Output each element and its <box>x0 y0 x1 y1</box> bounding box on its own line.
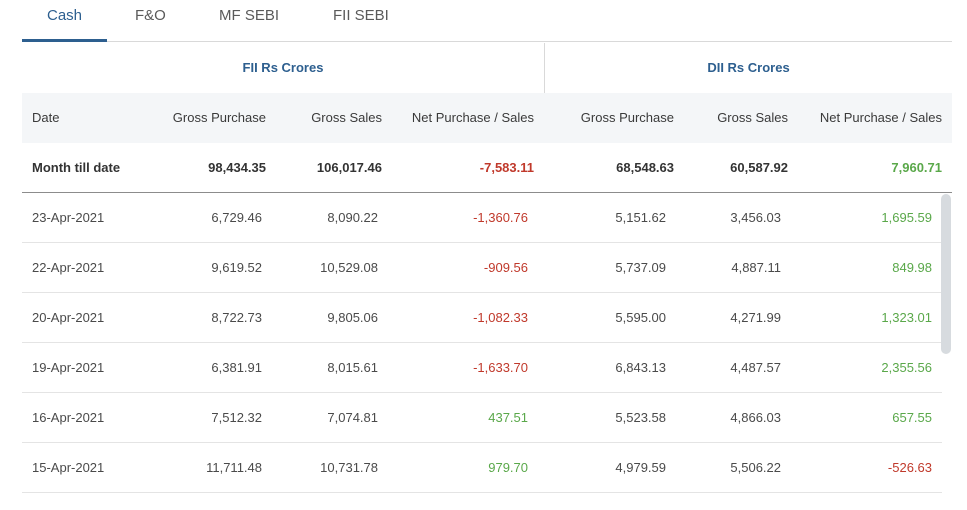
table-row: 20-Apr-2021 8,722.73 9,805.06 -1,082.33 … <box>22 293 942 343</box>
row-dii-net: 1,323.01 <box>881 310 932 325</box>
row-dii-gross-sales: 4,487.57 <box>730 360 781 375</box>
row-date: 19-Apr-2021 <box>32 360 105 375</box>
summary-dii-gross-purchase: 68,548.63 <box>616 160 674 175</box>
column-header-row: Date Gross Purchase Gross Sales Net Purc… <box>22 93 952 143</box>
row-dii-gross-sales: 4,866.03 <box>730 410 781 425</box>
col-fii-gross-sales[interactable]: Gross Sales <box>311 110 382 125</box>
row-dii-gross-purchase: 5,737.09 <box>615 260 666 275</box>
row-dii-gross-sales: 4,271.99 <box>730 310 781 325</box>
row-fii-net: -909.56 <box>483 260 528 275</box>
row-dii-gross-purchase: 5,595.00 <box>615 310 666 325</box>
summary-label: Month till date <box>32 160 121 175</box>
row-dii-net: 849.98 <box>892 260 932 275</box>
summary-fii-net: -7,583.11 <box>479 160 534 175</box>
summary-fii-gross-sales: 106,017.46 <box>316 160 382 175</box>
row-fii-gross-purchase: 11,711.48 <box>206 460 262 475</box>
table-row: 15-Apr-2021 11,711.48 10,731.78 979.70 4… <box>22 443 942 493</box>
row-fii-gross-purchase: 7,512.32 <box>211 410 262 425</box>
scrollbar-thumb[interactable] <box>941 194 951 354</box>
table-row: 22-Apr-2021 9,619.52 10,529.08 -909.56 5… <box>22 243 942 293</box>
row-dii-gross-sales: 3,456.03 <box>730 210 781 225</box>
table-row: 16-Apr-2021 7,512.32 7,074.81 437.51 5,5… <box>22 393 942 443</box>
col-dii-net[interactable]: Net Purchase / Sales <box>819 110 942 125</box>
col-dii-gross-sales[interactable]: Gross Sales <box>717 110 788 125</box>
table-row: 19-Apr-2021 6,381.91 8,015.61 -1,633.70 … <box>22 343 942 393</box>
row-fii-gross-sales: 8,090.22 <box>327 210 378 225</box>
month-till-date-row: Month till date 98,434.35 106,017.46 -7,… <box>22 143 952 193</box>
row-fii-net: -1,360.76 <box>473 210 528 225</box>
row-dii-gross-purchase: 5,523.58 <box>615 410 666 425</box>
row-fii-gross-sales: 10,529.08 <box>320 260 378 275</box>
row-fii-gross-sales: 9,805.06 <box>327 310 378 325</box>
tab-cash-label: Cash <box>47 7 83 24</box>
row-date: 22-Apr-2021 <box>32 260 105 275</box>
row-fii-gross-purchase: 6,381.91 <box>211 360 262 375</box>
row-dii-gross-purchase: 4,979.59 <box>615 460 666 475</box>
row-fii-gross-purchase: 8,722.73 <box>211 310 262 325</box>
table-scrollbar[interactable] <box>941 194 951 490</box>
row-fii-net: 437.51 <box>488 410 528 425</box>
row-date: 20-Apr-2021 <box>32 310 105 325</box>
row-fii-gross-sales: 8,015.61 <box>327 360 378 375</box>
row-fii-gross-sales: 7,074.81 <box>327 410 378 425</box>
col-fii-net[interactable]: Net Purchase / Sales <box>411 110 534 125</box>
row-dii-net: -526.63 <box>887 460 932 475</box>
row-fii-net: 979.70 <box>488 460 528 475</box>
summary-dii-net: 7,960.71 <box>891 160 942 175</box>
summary-dii-gross-sales: 60,587.92 <box>730 160 788 175</box>
tab-fo[interactable]: F&O <box>107 0 177 42</box>
tab-fii-sebi-label: FII SEBI <box>333 7 389 24</box>
dii-group-header: DII Rs Crores <box>544 43 952 93</box>
col-dii-gross-purchase[interactable]: Gross Purchase <box>580 110 674 125</box>
row-fii-net: -1,633.70 <box>473 360 528 375</box>
row-fii-gross-purchase: 9,619.52 <box>211 260 262 275</box>
row-date: 23-Apr-2021 <box>32 210 105 225</box>
fii-group-header: FII Rs Crores <box>242 60 324 75</box>
row-dii-net: 1,695.59 <box>881 210 932 225</box>
row-date: 16-Apr-2021 <box>32 410 105 425</box>
market-tabs: Cash F&O MF SEBI FII SEBI <box>22 0 952 42</box>
table-body: 23-Apr-2021 6,729.46 8,090.22 -1,360.76 … <box>22 193 952 493</box>
tab-cash[interactable]: Cash <box>22 0 107 42</box>
row-fii-gross-sales: 10,731.78 <box>320 460 378 475</box>
col-date[interactable]: Date <box>32 110 60 125</box>
row-fii-net: -1,082.33 <box>473 310 528 325</box>
row-dii-gross-purchase: 5,151.62 <box>615 210 666 225</box>
row-dii-net: 657.55 <box>892 410 932 425</box>
tab-mf-sebi-label: MF SEBI <box>219 7 280 24</box>
summary-fii-gross-purchase: 98,434.35 <box>208 160 266 175</box>
tab-fo-label: F&O <box>135 7 166 24</box>
group-header-row: FII Rs Crores DII Rs Crores <box>22 43 952 93</box>
tab-mf-sebi[interactable]: MF SEBI <box>197 0 292 42</box>
col-fii-gross-purchase[interactable]: Gross Purchase <box>172 110 266 125</box>
row-dii-gross-sales: 5,506.22 <box>730 460 781 475</box>
row-fii-gross-purchase: 6,729.46 <box>211 210 262 225</box>
row-dii-gross-sales: 4,887.11 <box>731 260 781 275</box>
table-row: 23-Apr-2021 6,729.46 8,090.22 -1,360.76 … <box>22 193 942 243</box>
row-dii-gross-purchase: 6,843.13 <box>615 360 666 375</box>
row-date: 15-Apr-2021 <box>32 460 105 475</box>
tab-fii-sebi[interactable]: FII SEBI <box>312 0 412 42</box>
row-dii-net: 2,355.56 <box>881 360 932 375</box>
